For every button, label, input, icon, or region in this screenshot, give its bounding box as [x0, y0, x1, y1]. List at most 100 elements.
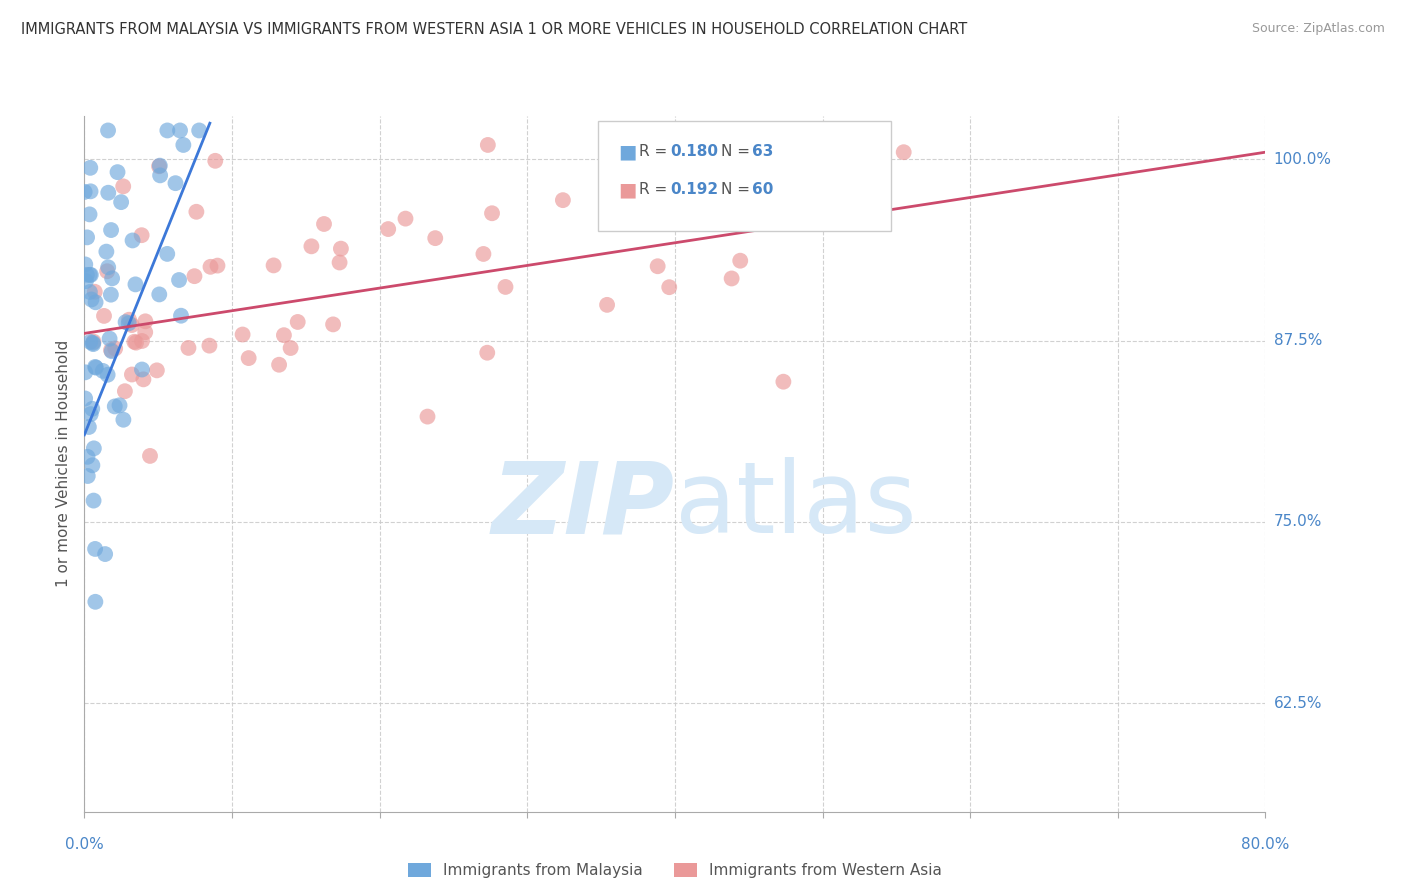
Point [772, 375, 794, 389]
Text: ■: ■ [619, 142, 637, 161]
Point [329, 242, 352, 256]
Point [188, 123, 211, 137]
Text: atlas: atlas [675, 457, 917, 554]
Point [104, 400, 127, 414]
Point [83, 334, 105, 349]
Point [79, 268, 101, 282]
Point [177, 341, 200, 355]
Point [96, 244, 118, 259]
Point [149, 159, 172, 173]
Point [83, 285, 105, 299]
Point [114, 384, 136, 399]
Point [75, 257, 97, 271]
Text: 75.0%: 75.0% [1274, 515, 1322, 529]
Point [121, 234, 143, 248]
Point [312, 217, 335, 231]
Point [84, 360, 107, 375]
Point [98, 332, 121, 346]
Point [131, 228, 153, 243]
Point [678, 215, 700, 229]
Point [110, 195, 132, 210]
Point [75, 274, 97, 288]
Point [287, 315, 309, 329]
Point [170, 309, 193, 323]
Point [425, 231, 447, 245]
Text: R =: R = [640, 145, 672, 159]
Point [79, 185, 101, 199]
Point [124, 334, 146, 349]
Point [104, 342, 127, 356]
Point [124, 277, 146, 292]
Point [121, 368, 143, 382]
Point [148, 159, 170, 173]
Point [724, 198, 747, 212]
Text: ZIP: ZIP [492, 457, 675, 554]
Point [377, 222, 399, 236]
Point [263, 259, 285, 273]
Point [79, 334, 101, 349]
Text: 0.180: 0.180 [671, 145, 718, 159]
Point [97, 186, 120, 200]
Point [73, 185, 96, 199]
Point [858, 138, 880, 153]
Y-axis label: 1 or more Vehicles in Household: 1 or more Vehicles in Household [56, 340, 72, 588]
Point [84, 595, 107, 609]
Point [893, 145, 915, 160]
Point [79, 161, 101, 175]
Text: 100.0%: 100.0% [1274, 152, 1331, 167]
Point [84, 295, 107, 310]
Point [165, 176, 187, 190]
Legend: Immigrants from Malaysia, Immigrants from Western Asia: Immigrants from Malaysia, Immigrants fro… [402, 857, 948, 884]
Point [97, 368, 120, 382]
Point [551, 193, 574, 207]
Point [91, 364, 114, 378]
Point [477, 138, 499, 153]
Point [167, 273, 190, 287]
Point [495, 280, 517, 294]
Point [329, 255, 352, 269]
Point [125, 335, 148, 350]
Point [76, 230, 98, 244]
Text: 63: 63 [752, 145, 773, 159]
Point [146, 363, 169, 377]
Point [658, 280, 681, 294]
Point [94, 547, 117, 561]
Point [97, 123, 120, 137]
Point [472, 247, 495, 261]
Text: ■: ■ [619, 180, 637, 200]
Text: N =: N = [721, 183, 755, 197]
Point [134, 325, 156, 339]
Point [84, 541, 107, 556]
Point [149, 169, 172, 183]
Text: Source: ZipAtlas.com: Source: ZipAtlas.com [1251, 22, 1385, 36]
Text: 0.192: 0.192 [671, 183, 718, 197]
Point [100, 344, 122, 359]
Point [77, 420, 100, 434]
Point [76, 469, 98, 483]
Point [83, 442, 105, 456]
Text: 80.0%: 80.0% [1241, 837, 1289, 852]
Point [132, 372, 155, 386]
Point [267, 358, 290, 372]
Point [134, 314, 156, 328]
Point [200, 260, 222, 274]
Point [75, 365, 97, 379]
Point [75, 392, 97, 406]
Point [131, 362, 153, 376]
Text: R =: R = [640, 183, 672, 197]
Point [204, 153, 226, 168]
Point [121, 318, 143, 332]
Point [207, 259, 229, 273]
Point [100, 223, 122, 237]
Point [82, 337, 104, 351]
Text: 60: 60 [752, 183, 773, 197]
Point [139, 449, 162, 463]
Text: N =: N = [721, 145, 755, 159]
Point [114, 315, 136, 329]
Point [118, 316, 141, 330]
Point [647, 259, 669, 273]
Point [97, 260, 120, 275]
Point [855, 145, 877, 159]
Point [79, 207, 101, 221]
Point [118, 312, 141, 326]
